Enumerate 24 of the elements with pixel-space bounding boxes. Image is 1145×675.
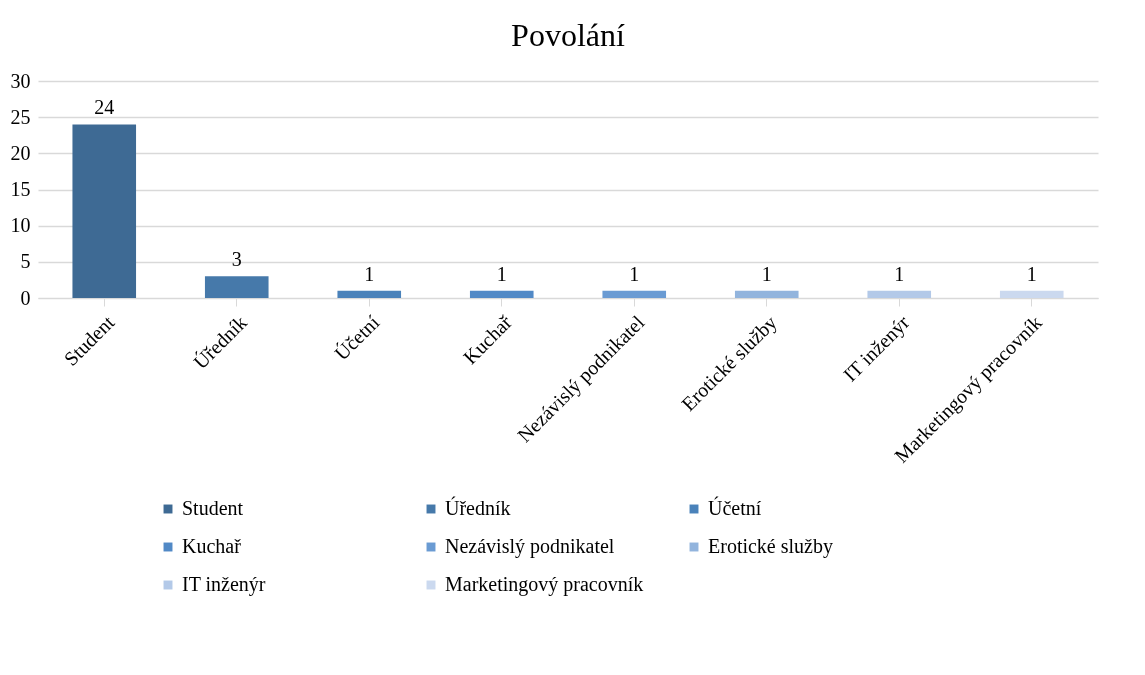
data-label: 3 bbox=[231, 248, 242, 271]
y-tick-label: 0 bbox=[20, 286, 31, 309]
legend-label: IT inženýr bbox=[182, 573, 266, 596]
data-label: 1 bbox=[629, 262, 640, 285]
y-tick-label: 5 bbox=[20, 250, 31, 273]
data-label: 1 bbox=[1026, 262, 1037, 285]
data-label: 1 bbox=[364, 262, 375, 285]
y-tick-label: 15 bbox=[10, 178, 31, 200]
data-label: 24 bbox=[94, 96, 115, 119]
y-tick-label: 25 bbox=[10, 105, 31, 128]
data-label: 1 bbox=[496, 262, 507, 285]
y-tick-label: 10 bbox=[10, 214, 31, 237]
data-label: 1 bbox=[894, 262, 905, 285]
legend-label: Úředník bbox=[445, 496, 511, 519]
legend-label: Marketingový pracovník bbox=[445, 573, 644, 596]
legend-label: Nezávislý podnikatel bbox=[445, 535, 615, 558]
y-tick-label: 30 bbox=[10, 69, 31, 92]
legend-label: Student bbox=[182, 497, 244, 519]
chart-title: Povolání bbox=[511, 17, 625, 53]
y-tick-label: 20 bbox=[10, 141, 31, 164]
data-label: 1 bbox=[761, 262, 772, 285]
legend-label: Účetní bbox=[708, 496, 762, 519]
legend-label: Erotické služby bbox=[708, 535, 833, 558]
legend-label: Kuchař bbox=[182, 535, 242, 557]
